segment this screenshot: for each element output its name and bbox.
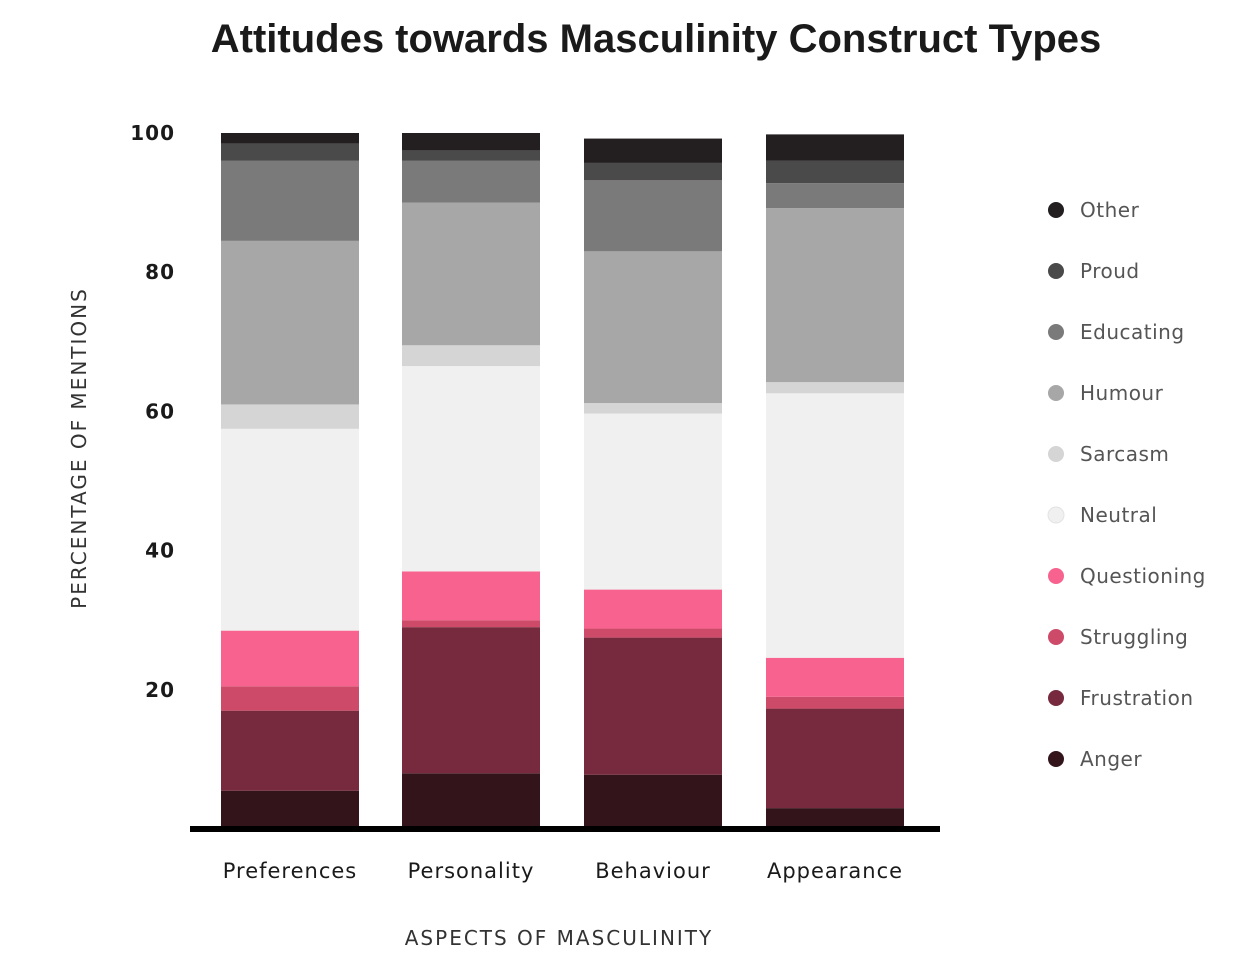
y-tick-label: 100 [130, 121, 175, 145]
legend-swatch [1048, 568, 1064, 584]
legend-swatch [1048, 324, 1064, 340]
bar-segment-humour [584, 251, 722, 404]
bar-segment-frustration [766, 708, 904, 809]
legend-swatch [1048, 446, 1064, 462]
bar-segment-frustration [402, 627, 540, 774]
legend-swatch [1047, 506, 1065, 524]
bar-segment-sarcasm [766, 382, 904, 394]
bar-segment-neutral [402, 366, 540, 572]
legend-item: Educating [1048, 320, 1185, 344]
bar-segment-anger [584, 774, 722, 829]
x-axis-categories: Preferences Personality Behaviour Appearanc… [223, 859, 903, 883]
bar-group [766, 134, 904, 829]
bar-segment-educating [221, 160, 359, 241]
bar-segment-neutral [221, 428, 359, 631]
bar-segment-struggling [221, 686, 359, 711]
bar-segment-other [221, 133, 359, 144]
legend-swatch [1048, 385, 1064, 401]
bar-segment-humour [402, 202, 540, 346]
bar-segment-anger [766, 808, 904, 829]
legend-item: Frustration [1048, 686, 1194, 710]
legend-item: Humour [1048, 381, 1164, 405]
legend-item: Struggling [1048, 625, 1188, 649]
x-tick-label: Preferences [223, 859, 358, 883]
legend-label: Sarcasm [1080, 442, 1169, 466]
legend-swatch [1048, 202, 1064, 218]
legend-item: Proud [1048, 259, 1140, 283]
bar-segment-struggling [402, 620, 540, 628]
x-tick-label: Behaviour [595, 859, 711, 883]
bar-segment-educating [766, 183, 904, 209]
y-tick-label: 20 [145, 678, 175, 702]
legend-label: Neutral [1080, 503, 1157, 527]
bar-segment-humour [221, 240, 359, 405]
legend-swatch [1048, 629, 1064, 645]
legend-swatch [1048, 263, 1064, 279]
legend-swatch [1048, 690, 1064, 706]
legend-item: Questioning [1048, 564, 1206, 588]
bar-segment-frustration [221, 710, 359, 791]
legend-label: Educating [1080, 320, 1185, 344]
bar-segment-struggling [584, 628, 722, 638]
bar-segment-questioning [766, 657, 904, 697]
bar-segment-neutral [766, 393, 904, 658]
legend-label: Frustration [1080, 686, 1194, 710]
bar-segment-proud [221, 143, 359, 161]
legend-label: Proud [1080, 259, 1140, 283]
x-tick-label: Personality [408, 859, 535, 883]
bar-segment-neutral [584, 413, 722, 590]
bar-segment-proud [584, 162, 722, 181]
y-axis-title: PERCENTAGE OF MENTIONS [67, 287, 91, 609]
bar-segment-proud [402, 150, 540, 161]
bar-segment-frustration [584, 637, 722, 775]
bar-segment-sarcasm [584, 403, 722, 414]
bar-segment-questioning [584, 589, 722, 629]
bar-segment-educating [402, 160, 540, 203]
bars [221, 133, 904, 829]
legend-swatch [1048, 751, 1064, 767]
legend-item: Neutral [1047, 503, 1157, 527]
bar-segment-anger [221, 790, 359, 829]
y-axis-ticks: 20 40 60 80 100 [130, 121, 175, 702]
bar-segment-sarcasm [221, 404, 359, 429]
legend-label: Other [1080, 198, 1140, 222]
bar-group [584, 138, 722, 829]
bar-segment-questioning [221, 630, 359, 687]
bar-segment-other [584, 138, 722, 163]
bar-group [402, 133, 540, 829]
legend-label: Anger [1080, 747, 1142, 771]
x-tick-label: Appearance [767, 859, 903, 883]
bar-segment-other [766, 134, 904, 161]
bar-segment-humour [766, 208, 904, 383]
bar-segment-questioning [402, 571, 540, 621]
legend-label: Humour [1080, 381, 1164, 405]
y-tick-label: 40 [145, 539, 175, 563]
bar-segment-other [402, 133, 540, 151]
legend: Other Proud Educating Humour Sarcasm Neutral Q… [1047, 198, 1206, 771]
bar-segment-educating [584, 180, 722, 252]
x-axis-title: ASPECTS OF MASCULINITY [405, 926, 713, 950]
y-tick-label: 80 [145, 260, 175, 284]
bar-segment-proud [766, 160, 904, 184]
legend-item: Sarcasm [1048, 442, 1169, 466]
legend-item: Anger [1048, 747, 1142, 771]
y-tick-label: 60 [145, 399, 175, 423]
legend-label: Struggling [1080, 625, 1188, 649]
chart-title: Attitudes towards Masculinity Construct … [211, 17, 1102, 61]
bar-segment-sarcasm [402, 345, 540, 367]
bar-group [221, 133, 359, 829]
legend-label: Questioning [1080, 564, 1206, 588]
legend-item: Other [1048, 198, 1140, 222]
bar-segment-anger [402, 773, 540, 829]
bar-segment-struggling [766, 696, 904, 709]
